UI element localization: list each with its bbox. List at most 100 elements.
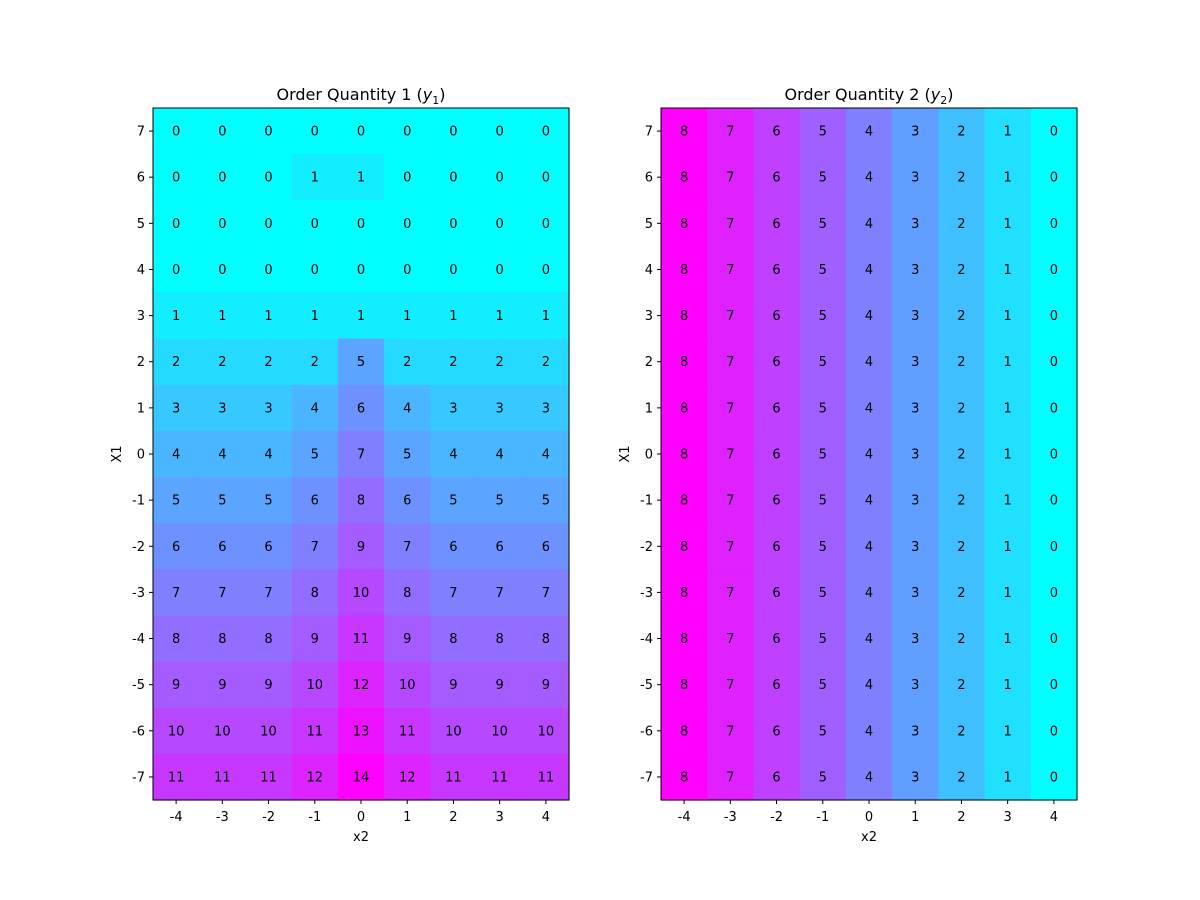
heatmap-cell [245, 707, 293, 755]
cell-value-label: 5 [819, 540, 827, 555]
cell-value-label: 1 [1004, 770, 1012, 785]
heatmap-cell [984, 569, 1032, 617]
cell-value-label: 0 [403, 125, 411, 140]
cell-value-label: 3 [911, 217, 919, 232]
cell-value-label: 0 [172, 217, 180, 232]
y-tick-label: -3 [640, 586, 653, 601]
y-tick-label: -1 [640, 494, 653, 509]
heatmap-cell [707, 200, 755, 247]
cell-value-label: 9 [449, 678, 457, 693]
x-tick-label: -4 [678, 810, 691, 825]
cell-value-label: 5 [311, 448, 319, 463]
heatmap-cell [984, 523, 1032, 570]
cell-value-label: 12 [399, 770, 416, 785]
heatmap-cell [522, 200, 570, 247]
heatmap-cell [430, 430, 478, 478]
cell-value-label: 11 [538, 770, 555, 785]
heatmap-cell [938, 477, 986, 524]
heatmap-cell [661, 200, 708, 247]
heatmap-cell [938, 615, 986, 663]
cell-value-label: 4 [449, 448, 457, 463]
heatmap-cell [384, 753, 431, 801]
cell-value-label: 7 [726, 724, 734, 739]
cell-value-label: 5 [819, 632, 827, 647]
cell-value-label: 11 [260, 770, 277, 785]
cell-value-label: 8 [680, 724, 688, 739]
heatmap-cell [1030, 569, 1078, 617]
cell-value-label: 7 [311, 540, 319, 555]
heatmap-cell [938, 569, 986, 617]
heatmap-cell [892, 154, 939, 201]
cell-value-label: 1 [218, 309, 226, 324]
cell-value-label: 8 [680, 448, 688, 463]
heatmap-cell [476, 200, 524, 247]
cell-value-label: 1 [1004, 401, 1012, 416]
x-tick-label: 0 [357, 810, 365, 825]
y-tick-label: 3 [137, 309, 145, 324]
heatmap-cell [476, 615, 524, 663]
cell-value-label: 4 [865, 263, 873, 278]
heatmap-cell [245, 523, 293, 570]
cell-value-label: 7 [726, 586, 734, 601]
heatmap-cell [845, 292, 893, 340]
y-tick-label: -6 [640, 724, 653, 739]
cell-value-label: 0 [218, 171, 226, 186]
cell-value-label: 1 [357, 309, 365, 324]
heatmap-cell [661, 523, 708, 570]
x-tick-label: -1 [816, 810, 829, 825]
heatmap-cell [522, 292, 570, 340]
heatmap-cell [753, 108, 801, 155]
heatmap-cell [938, 292, 986, 340]
cell-value-label: 0 [218, 217, 226, 232]
y-tick-label: 2 [645, 355, 653, 370]
heatmap-cell [984, 661, 1032, 709]
cell-value-label: 1 [1004, 309, 1012, 324]
heatmap-cell [430, 569, 478, 617]
heatmap-cell [892, 384, 939, 432]
heatmap-cell [753, 200, 801, 247]
heatmap-cell [984, 200, 1032, 247]
y-tick-label: 4 [137, 263, 145, 278]
cell-value-label: 0 [1050, 171, 1058, 186]
heatmap-cell [799, 615, 847, 663]
heatmap-cell [153, 154, 200, 201]
heatmap-cell [153, 523, 200, 570]
cell-value-label: 1 [311, 171, 319, 186]
cell-value-label: 6 [264, 540, 272, 555]
heatmap-cell [892, 523, 939, 570]
heatmap-cell [199, 753, 247, 801]
y-tick-label: 5 [137, 217, 145, 232]
cell-value-label: 0 [403, 171, 411, 186]
cell-value-label: 8 [357, 494, 365, 509]
cell-value-label: 8 [680, 494, 688, 509]
cell-value-label: 1 [1004, 171, 1012, 186]
cell-value-labels-1: 0 0 0 0 0 0 0 0 00 0 0 1 1 0 0 0 00 0 0 0 0 0 0 0 00 0 0 0 0 0 0 0 01 1 1 1… [168, 125, 554, 786]
x-tick-label: 1 [911, 810, 919, 825]
heatmap-cell [707, 753, 755, 801]
cell-value-label: 0 [264, 125, 272, 140]
heatmap-cell [153, 661, 200, 709]
cell-value-label: 0 [357, 217, 365, 232]
y-axis-label-1: X1 [110, 445, 125, 462]
cell-value-label: 11 [353, 632, 370, 647]
cell-value-label: 2 [957, 494, 965, 509]
heatmap-cell [707, 477, 755, 524]
cell-value-label: 0 [357, 125, 365, 140]
heatmap-cell [661, 154, 708, 201]
x-tick-label: 4 [1050, 810, 1058, 825]
heatmap-cell [522, 154, 570, 201]
cell-value-label: 4 [865, 448, 873, 463]
cell-value-label: 9 [264, 678, 272, 693]
order-quantity-1-panel: Order Quantity 1 (y1) 0 0 0 0 0 0 0 0 00 0 0 1 1 0 0 0 0… [110, 85, 570, 845]
heatmap-cell [153, 200, 200, 247]
cell-value-label: 12 [307, 770, 324, 785]
cell-value-label: 6 [772, 125, 780, 140]
y-tick-label: 4 [645, 263, 653, 278]
cell-value-label: 4 [403, 401, 411, 416]
heatmap-cell [476, 338, 524, 386]
heatmap-cell [245, 753, 293, 801]
cell-value-label: 5 [357, 355, 365, 370]
cell-value-label: 2 [264, 355, 272, 370]
cell-value-label: 7 [172, 586, 180, 601]
heatmap-cell [1030, 523, 1078, 570]
